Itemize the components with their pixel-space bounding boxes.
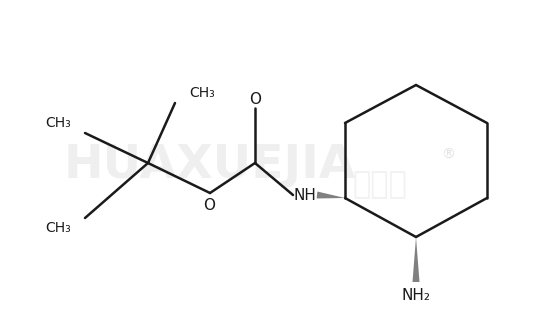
Text: NH: NH bbox=[294, 188, 316, 203]
Text: CH₃: CH₃ bbox=[189, 86, 215, 100]
Text: O: O bbox=[249, 92, 261, 107]
Polygon shape bbox=[316, 191, 345, 198]
Text: O: O bbox=[203, 197, 215, 212]
Text: ®: ® bbox=[441, 148, 455, 162]
Text: CH₃: CH₃ bbox=[45, 116, 71, 130]
Polygon shape bbox=[413, 237, 419, 282]
Text: HUAXUEJIA: HUAXUEJIA bbox=[64, 142, 356, 188]
Text: 化学加: 化学加 bbox=[353, 171, 408, 199]
Text: NH₂: NH₂ bbox=[401, 289, 430, 303]
Text: CH₃: CH₃ bbox=[45, 221, 71, 235]
